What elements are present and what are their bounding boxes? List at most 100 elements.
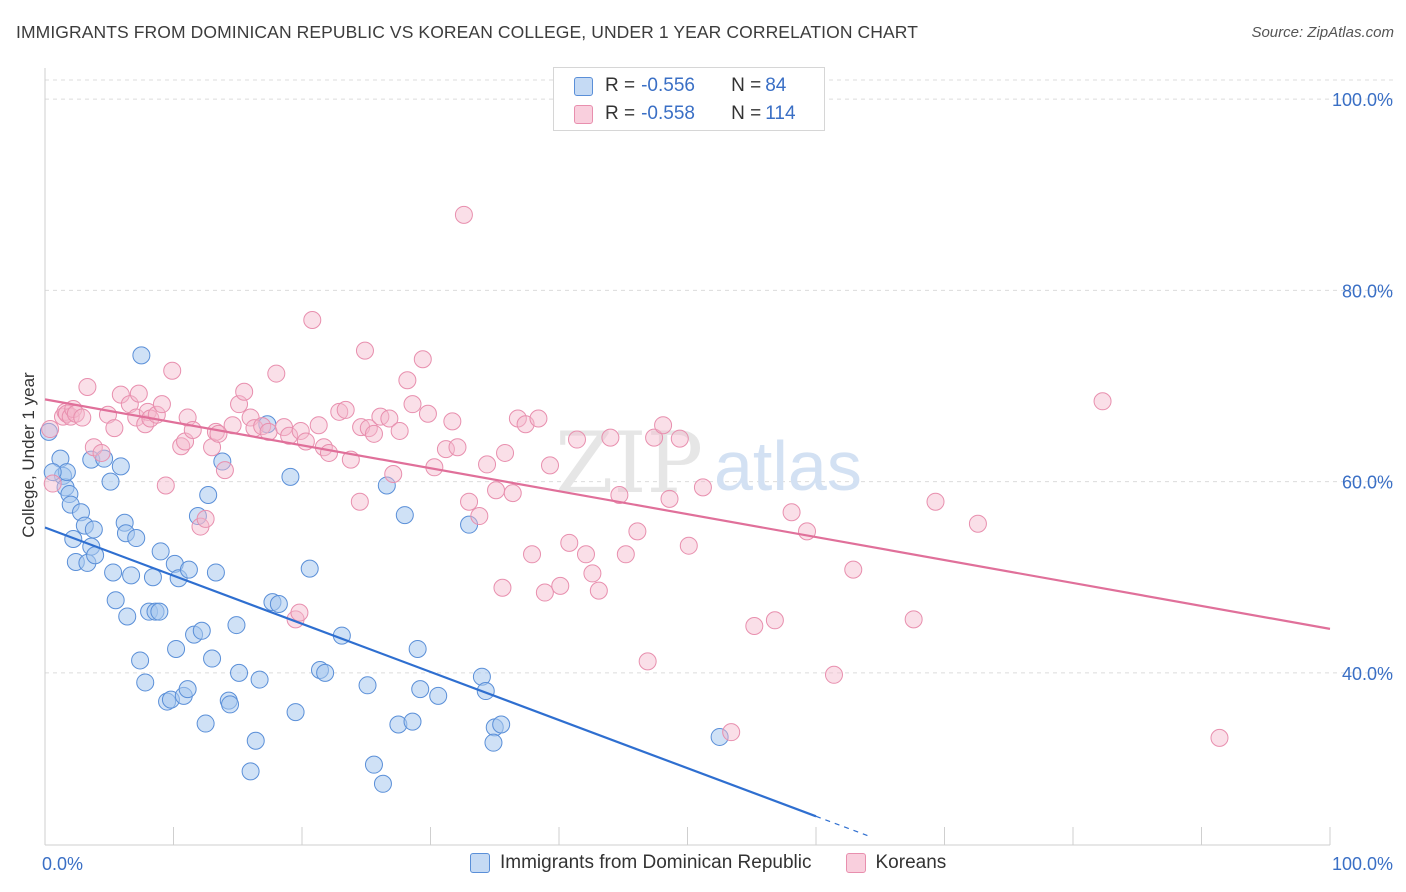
data-point-korean [319, 443, 338, 462]
legend-r-value: -0.558 [641, 103, 695, 124]
data-point-dominican [395, 506, 414, 525]
data-point-korean [583, 564, 602, 583]
legend-r-label: R = [605, 75, 636, 96]
data-point-korean [413, 350, 432, 369]
data-point-korean [78, 377, 97, 396]
series-dominican-points [39, 346, 729, 793]
data-point-korean [589, 581, 608, 600]
data-point-korean [330, 402, 349, 421]
data-point-korean [645, 428, 664, 447]
legend-n-label: N = [731, 75, 762, 96]
data-point-korean [460, 492, 479, 511]
data-point-dominican [167, 639, 186, 658]
data-point-korean [926, 492, 945, 511]
data-point-dominican [429, 686, 448, 705]
data-point-korean [336, 400, 355, 419]
data-point-dominican [373, 774, 392, 793]
data-point-korean [745, 617, 764, 636]
data-point-korean [436, 440, 455, 459]
data-point-korean [1210, 728, 1229, 747]
data-point-korean [303, 311, 322, 330]
data-point-korean [41, 420, 60, 439]
axes [44, 68, 1331, 846]
watermark-atlas: atlas [714, 427, 862, 505]
data-point-korean [567, 430, 586, 449]
y-tick-label: 80.0% [1342, 281, 1393, 301]
data-point-korean [235, 382, 254, 401]
trend-line-dominican-extension [815, 815, 868, 837]
data-point-dominican [131, 651, 150, 670]
data-point-dominican [316, 663, 335, 682]
trend-line-korean [44, 398, 1331, 630]
data-point-korean [487, 481, 506, 500]
legend-item-dominican[interactable]: Immigrants from Dominican Republic [470, 852, 812, 874]
data-point-dominican [150, 602, 169, 621]
data-point-korean [92, 443, 111, 462]
data-point-korean [782, 503, 801, 522]
data-point-korean [765, 611, 784, 630]
data-point-korean [398, 371, 417, 390]
data-point-korean [443, 412, 462, 431]
data-point-korean [968, 514, 987, 533]
stats-legend: R = -0.556 N = 84 R = -0.558 N = 114 [553, 67, 825, 131]
data-point-dominican [101, 472, 120, 491]
data-point-dominican [358, 676, 377, 695]
data-point-dominican [104, 563, 123, 582]
data-point-dominican [199, 486, 218, 505]
data-point-korean [654, 416, 673, 435]
data-point-korean [722, 723, 741, 742]
data-point-korean [560, 533, 579, 552]
data-point-korean [478, 455, 497, 474]
data-point-korean [638, 652, 657, 671]
data-point-dominican [710, 727, 729, 746]
source-label: Source: ZipAtlas.com [1251, 24, 1394, 41]
data-point-korean [904, 610, 923, 629]
data-point-korean [503, 484, 522, 503]
data-point-korean [493, 578, 512, 597]
data-point-korean [844, 560, 863, 579]
legend-swatch-pink [845, 853, 866, 873]
y-tick-label: 100.0% [1332, 90, 1393, 110]
legend-n-value: 84 [765, 75, 787, 96]
legend-label-korean: Koreans [875, 852, 947, 873]
legend-row-korean: R = -0.558 N = 114 [574, 101, 796, 127]
legend-item-korean[interactable]: Koreans [845, 852, 947, 874]
data-point-korean [267, 364, 286, 383]
data-point-korean [215, 461, 234, 480]
data-point-korean [73, 408, 92, 427]
legend-r-label: R = [605, 103, 636, 124]
data-point-korean [454, 205, 473, 224]
data-point-dominican [132, 346, 151, 365]
data-point-korean [280, 426, 299, 445]
data-point-dominican [484, 733, 503, 752]
data-point-korean [670, 429, 689, 448]
data-point-dominican [230, 663, 249, 682]
data-point-dominican [136, 673, 155, 692]
data-point-dominican [411, 680, 430, 699]
legend-n-label: N = [731, 103, 762, 124]
data-point-korean [824, 665, 843, 684]
data-point-korean [291, 421, 310, 440]
data-point-korean [628, 522, 647, 541]
data-point-korean [610, 486, 629, 505]
data-point-dominican [246, 731, 265, 750]
legend-swatch-blue [574, 76, 593, 96]
watermark: ZIP atlas [555, 414, 862, 512]
data-point-dominican [206, 563, 225, 582]
data-point-korean [384, 464, 403, 483]
data-point-dominican [241, 762, 260, 781]
data-point-korean [576, 545, 595, 564]
legend-r-value: -0.556 [641, 75, 695, 96]
data-point-dominican [39, 422, 58, 441]
data-point-korean [496, 443, 515, 462]
y-tick-label: 60.0% [1342, 473, 1393, 493]
data-point-korean [364, 424, 383, 443]
data-point-korean [371, 407, 390, 426]
data-point-korean [156, 476, 175, 495]
watermark-zip: ZIP [555, 414, 703, 512]
data-point-korean [355, 341, 374, 360]
data-point-dominican [403, 712, 422, 731]
data-point-dominican [221, 695, 240, 714]
data-point-dominican [127, 529, 146, 548]
